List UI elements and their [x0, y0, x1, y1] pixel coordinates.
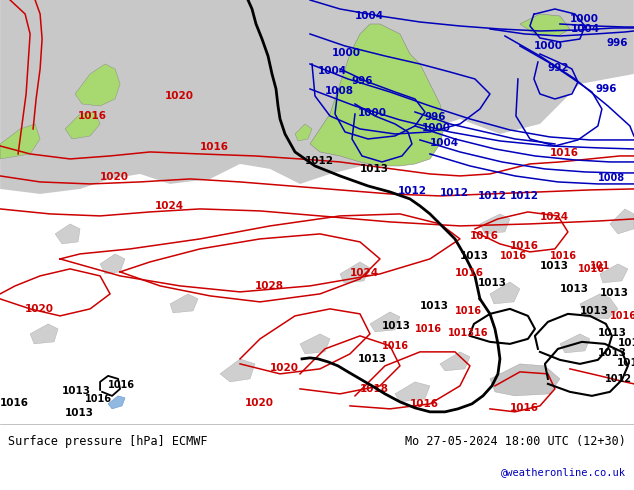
Polygon shape [310, 24, 445, 166]
Text: 1016: 1016 [500, 251, 527, 261]
Text: 1000: 1000 [332, 48, 361, 58]
Polygon shape [490, 282, 520, 304]
Text: 1013: 1013 [617, 358, 634, 368]
Text: 1013: 1013 [358, 354, 387, 364]
Polygon shape [520, 14, 570, 36]
Text: 1004: 1004 [318, 66, 347, 76]
Text: 1013: 1013 [62, 386, 91, 396]
Polygon shape [0, 0, 634, 194]
Text: 101316: 101316 [448, 328, 488, 338]
Text: 1013: 1013 [598, 348, 627, 358]
Text: 1016: 1016 [550, 251, 577, 261]
Text: 1024: 1024 [155, 201, 184, 211]
Polygon shape [580, 294, 618, 319]
Text: 1013: 1013 [598, 328, 627, 338]
Text: 1016: 1016 [0, 398, 29, 408]
Text: 1004: 1004 [355, 11, 384, 21]
Polygon shape [30, 324, 58, 344]
Text: 1012: 1012 [618, 338, 634, 348]
Text: 1016: 1016 [108, 380, 135, 390]
Text: 1012: 1012 [440, 188, 469, 198]
Text: 1020: 1020 [100, 172, 129, 182]
Text: 1024: 1024 [540, 212, 569, 222]
Polygon shape [300, 334, 330, 354]
Text: 1016: 1016 [578, 264, 605, 274]
Text: 1020: 1020 [245, 398, 274, 408]
Text: 1000: 1000 [358, 108, 387, 118]
Text: 1013: 1013 [540, 261, 569, 271]
Text: 1013: 1013 [420, 301, 449, 311]
Text: 1012: 1012 [478, 191, 507, 201]
Text: 1016: 1016 [382, 341, 409, 351]
Text: 1013: 1013 [382, 321, 411, 331]
Text: 1013: 1013 [560, 284, 589, 294]
Polygon shape [0, 124, 40, 159]
Polygon shape [108, 396, 125, 409]
Text: 1016: 1016 [410, 399, 439, 409]
Text: 1004: 1004 [430, 138, 459, 148]
Polygon shape [395, 382, 430, 402]
Polygon shape [560, 334, 590, 353]
Polygon shape [340, 262, 370, 283]
Text: 1012: 1012 [605, 374, 632, 384]
Text: 101: 101 [590, 261, 610, 271]
Text: 1013: 1013 [600, 288, 629, 298]
Polygon shape [55, 224, 80, 244]
Text: 1016: 1016 [455, 306, 482, 316]
Text: 1008: 1008 [325, 86, 354, 96]
Polygon shape [220, 359, 255, 382]
Text: 1013: 1013 [460, 251, 489, 261]
Text: 1013: 1013 [478, 278, 507, 288]
Text: 1013: 1013 [65, 408, 94, 418]
Text: 1000: 1000 [570, 14, 599, 24]
Text: 1012: 1012 [398, 186, 427, 196]
Polygon shape [100, 254, 125, 274]
Text: 1016: 1016 [200, 142, 229, 152]
Text: 1024: 1024 [350, 268, 379, 278]
Polygon shape [440, 352, 470, 371]
Text: 1016: 1016 [415, 324, 442, 334]
Polygon shape [295, 124, 312, 141]
Text: 1000: 1000 [422, 123, 451, 133]
Polygon shape [65, 112, 100, 139]
Text: 996: 996 [352, 76, 373, 86]
Text: 1028: 1028 [255, 281, 284, 291]
Polygon shape [370, 312, 400, 332]
Polygon shape [75, 64, 120, 106]
Polygon shape [610, 209, 634, 234]
Text: 1013: 1013 [360, 164, 389, 174]
Text: 996: 996 [596, 84, 618, 94]
Text: 1020: 1020 [25, 304, 54, 314]
Text: 1018: 1018 [360, 384, 389, 394]
Text: 992: 992 [548, 63, 569, 73]
Text: 1016: 1016 [510, 403, 539, 413]
Text: 1008: 1008 [598, 173, 625, 183]
Polygon shape [600, 264, 628, 283]
Polygon shape [480, 214, 510, 234]
Text: 1016: 1016 [610, 311, 634, 321]
Text: 1004: 1004 [571, 24, 600, 34]
Text: 1020: 1020 [270, 363, 299, 373]
Text: 1016: 1016 [85, 394, 112, 404]
Text: 1012: 1012 [510, 191, 539, 201]
Text: 1012: 1012 [305, 156, 334, 166]
Text: 1000: 1000 [534, 41, 563, 51]
Text: Surface pressure [hPa] ECMWF: Surface pressure [hPa] ECMWF [8, 436, 207, 448]
Text: 1016: 1016 [510, 241, 539, 251]
Text: Mo 27-05-2024 18:00 UTC (12+30): Mo 27-05-2024 18:00 UTC (12+30) [405, 436, 626, 448]
Polygon shape [490, 364, 560, 396]
Text: @weatheronline.co.uk: @weatheronline.co.uk [501, 467, 626, 477]
Text: 996: 996 [425, 112, 446, 122]
Text: 1016: 1016 [78, 111, 107, 121]
Text: 1020: 1020 [165, 91, 194, 101]
Text: 1016: 1016 [470, 231, 499, 241]
Text: 1016: 1016 [455, 268, 484, 278]
Text: 996: 996 [606, 38, 628, 48]
Text: 1013: 1013 [580, 306, 609, 316]
Text: 1016: 1016 [550, 148, 579, 158]
Polygon shape [170, 294, 198, 313]
